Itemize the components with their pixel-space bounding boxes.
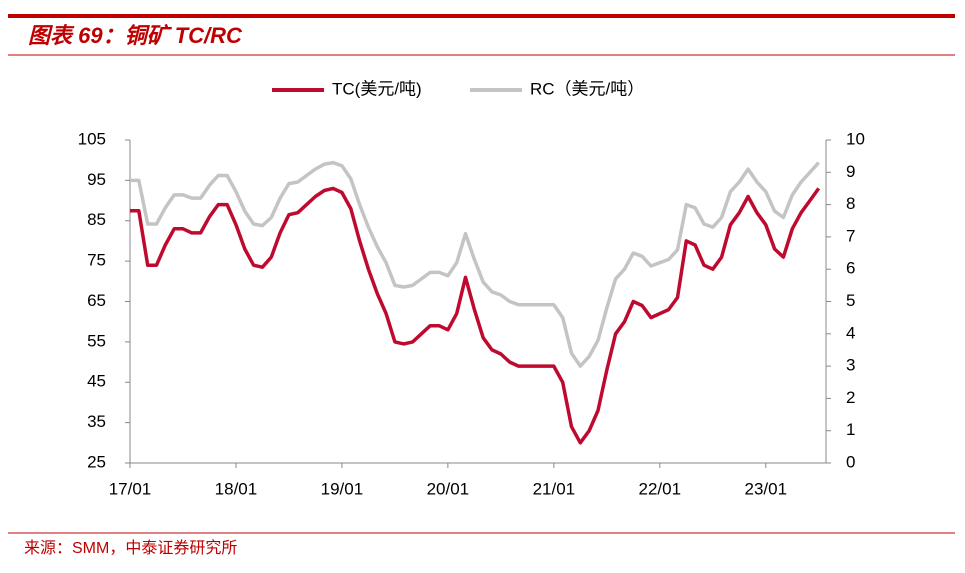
- y2-tick-label: 7: [846, 226, 855, 245]
- y2-tick-label: 6: [846, 259, 855, 278]
- y-tick-label: 85: [87, 210, 106, 229]
- y2-tick-label: 2: [846, 388, 855, 407]
- source: 来源：SMM，中泰证券研究所: [24, 539, 237, 557]
- legend-label: TC(美元/吨): [332, 79, 422, 98]
- legend-label: RC（美元/吨）: [530, 79, 644, 98]
- y-tick-label: 105: [78, 129, 106, 148]
- x-tick-label: 19/01: [321, 479, 364, 498]
- x-tick-label: 21/01: [533, 479, 576, 498]
- top-rule: [8, 14, 955, 18]
- y2-tick-label: 10: [846, 129, 865, 148]
- x-tick-label: 22/01: [639, 479, 682, 498]
- x-tick-label: 23/01: [744, 479, 787, 498]
- y2-tick-label: 8: [846, 194, 855, 213]
- series-line: [130, 186, 821, 445]
- y-tick-label: 25: [87, 452, 106, 471]
- y-tick-label: 45: [87, 372, 106, 391]
- y-tick-label: 55: [87, 331, 106, 350]
- x-tick-label: 18/01: [215, 479, 258, 498]
- y2-tick-label: 1: [846, 420, 855, 439]
- y2-tick-label: 5: [846, 291, 855, 310]
- y2-tick-label: 3: [846, 356, 855, 375]
- series-line: [130, 160, 820, 368]
- y-tick-label: 65: [87, 291, 106, 310]
- y-tick-label: 35: [87, 412, 106, 431]
- x-tick-label: 20/01: [427, 479, 470, 498]
- y-tick-label: 95: [87, 170, 106, 189]
- y2-tick-label: 4: [846, 323, 855, 342]
- x-tick-label: 17/01: [109, 479, 152, 498]
- chart-title: 图表 69：铜矿 TC/RC: [28, 23, 243, 48]
- y2-tick-label: 0: [846, 452, 855, 471]
- y2-tick-label: 9: [846, 162, 855, 181]
- y-tick-label: 75: [87, 251, 106, 270]
